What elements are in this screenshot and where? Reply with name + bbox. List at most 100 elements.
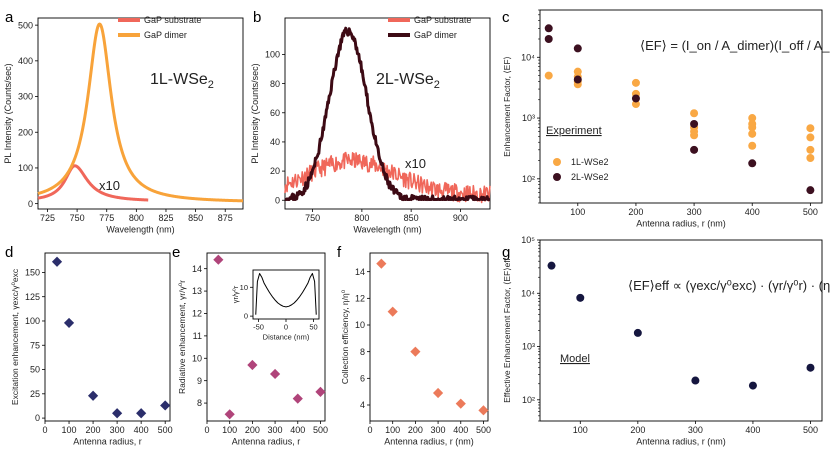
x-tick-label-a-6: 875 (218, 213, 233, 223)
y-tick-label-f-3: 10 (355, 320, 365, 330)
x-tick-label-e-5: 500 (313, 425, 328, 435)
point-collection-3 (432, 387, 444, 399)
legend-label-dimer-a: GaP dimer (144, 30, 187, 40)
x-tick-label-f-2: 200 (408, 425, 423, 435)
annotation-material-b-sub: 2 (434, 79, 440, 91)
y-tick-label-b-1: 20 (270, 166, 280, 176)
plot-frame-a (37, 17, 244, 210)
point-1L-5 (631, 78, 640, 87)
annotation-model: Model (560, 353, 590, 365)
legend-label-substrate-b: GaP substrate (414, 15, 471, 25)
point-excitation-2 (87, 390, 99, 401)
y-tick-label-f-5: 14 (355, 267, 365, 277)
y-tick-label-g-0: 10² (522, 395, 535, 405)
point-excitation-5 (160, 400, 171, 411)
y-tick-label-a-1: 100 (18, 163, 33, 173)
x-tick-label-g-0: 100 (573, 425, 588, 435)
x-axis-label-e-inset: Distance (nm) (263, 332, 310, 341)
plot-frame-d (44, 252, 171, 422)
y-axis-label-a: PL Intensity (Counts/sec) (3, 63, 13, 163)
point-radiative-0 (213, 254, 224, 265)
x-tick-label-b-2: 850 (404, 213, 419, 223)
plot-frame-f (369, 252, 489, 422)
panel-label-d: d (5, 244, 13, 261)
x-axis-label-d: Antenna radius, r (73, 437, 142, 447)
point-collection-1 (387, 306, 398, 317)
annotation-material-a-main: 1L-WSe (150, 71, 208, 88)
y-tick-label-e-0: 8 (197, 398, 202, 408)
point-model-5 (806, 363, 815, 372)
y-tick-label-f-2: 8 (360, 347, 365, 357)
point-radiative-3 (269, 368, 281, 380)
y-tick-label-a-4: 400 (18, 56, 33, 66)
y-axis-label-c: Enhancement Factor, ⟨EF⟩ (502, 56, 512, 157)
point-1L-19 (806, 145, 815, 154)
x-tick-label-c-4: 500 (803, 207, 818, 217)
x-tick-label-c-0: 100 (570, 207, 585, 217)
y-tick-label-b-3: 60 (270, 108, 280, 118)
y-tick-label-b-2: 40 (270, 137, 280, 147)
point-2L-7 (748, 159, 757, 168)
legend-b: GaP substrate GaP dimer (388, 15, 471, 40)
x-tick-label-g-2: 300 (688, 425, 703, 435)
y-tick-label-d-4: 100 (25, 316, 40, 326)
x-tick-label-f-1: 100 (385, 425, 400, 435)
point-radiative-2 (247, 359, 258, 371)
panel-g: g 100 200 300 400 500 10² 10³ 10⁴ 10⁵ Antenna rad… (502, 235, 830, 447)
x-tick-label-g-4: 500 (803, 425, 818, 435)
y-tick-label-e-1: 9 (197, 376, 202, 386)
point-collection-2 (410, 346, 421, 357)
legend-marker-1L (553, 158, 561, 166)
y-tick-label-d-1: 25 (30, 389, 40, 399)
panel-d: d 0 100 200 300 400 500 0 25 50 75 100 125 150 Antenn… (5, 244, 173, 447)
x-tick-label-e-1: 100 (222, 425, 237, 435)
plot-frame-e-inset (252, 269, 320, 320)
y-axis-label-e: Radiative enhancement, γr/γ⁰r (177, 280, 187, 394)
annotation-material-a-sub: 2 (208, 79, 214, 91)
point-2L-8 (806, 186, 815, 195)
legend-label-2L: 2L-WSe2 (571, 172, 609, 182)
x-tick-label-c-3: 400 (745, 207, 760, 217)
y-axis-label-f: Collection efficiency, η/η⁰ (340, 289, 350, 384)
y-tick-label-b-0: 0 (275, 195, 280, 205)
series-line-substrate-a (37, 164, 150, 202)
chart-e-inset: -50 0 50 0 10 Distance (nm) γr/γ⁰r (231, 269, 320, 341)
y-tick-label-d-2: 50 (30, 365, 40, 375)
point-1L-7 (631, 100, 640, 109)
annotation-factor-b: x10 (405, 156, 426, 171)
point-1L-12 (748, 114, 757, 123)
x-tick-label-a-4: 825 (158, 213, 173, 223)
y-tick-label-e-2: 10 (192, 353, 202, 363)
point-model-2 (633, 328, 642, 337)
plot-frame-g (539, 239, 823, 422)
chart-a: 725 750 775 800 825 850 875 0 100 200 300 400 500 Wav… (3, 17, 244, 235)
point-1L-18 (806, 133, 815, 142)
point-1L-15 (748, 129, 757, 138)
annotation-material-a: 1L-WSe2 (150, 71, 214, 91)
x-tick-label-e-inset-0: -50 (253, 323, 264, 332)
point-2L-1 (544, 34, 553, 43)
point-collection-0 (376, 258, 387, 269)
annotation-material-b-main: 2L-WSe (376, 71, 434, 88)
x-tick-label-c-2: 300 (687, 207, 702, 217)
series-line-inset-profile (255, 272, 317, 315)
y-tick-label-e-3: 11 (193, 331, 202, 341)
chart-b: 750 800 850 900 0 20 40 60 80 100 Wavelength (nm) P… (250, 17, 491, 235)
x-tick-label-b-0: 750 (305, 213, 320, 223)
x-tick-label-e-3: 300 (268, 425, 283, 435)
y-tick-label-g-3: 10⁵ (521, 235, 535, 245)
chart-d: 0 100 200 300 400 500 0 25 50 75 100 125 150 Antenna … (10, 252, 173, 447)
y-tick-label-a-0: 0 (28, 199, 33, 209)
y-tick-label-a-3: 300 (18, 92, 33, 102)
panel-label-a: a (5, 9, 14, 26)
y-tick-label-b-4: 80 (270, 79, 280, 89)
panel-f: f 0 100 200 300 400 500 4 6 8 10 12 14 Antenna radiu… (337, 244, 491, 447)
chart-g: 100 200 300 400 500 10² 10³ 10⁴ 10⁵ Antenna radiu… (502, 235, 823, 447)
point-1L-17 (806, 124, 815, 133)
y-axis-label-g: Effective Enhancement Factor, ⟨EF⟩eff (502, 257, 512, 402)
x-axis-label-f: Antenna radius, r (nm) (384, 437, 474, 447)
x-tick-label-a-0: 725 (40, 213, 55, 223)
formula-c: ⟨EF⟩ = (I_on / A_dimer)(I_off / A_laser)… (640, 38, 830, 53)
